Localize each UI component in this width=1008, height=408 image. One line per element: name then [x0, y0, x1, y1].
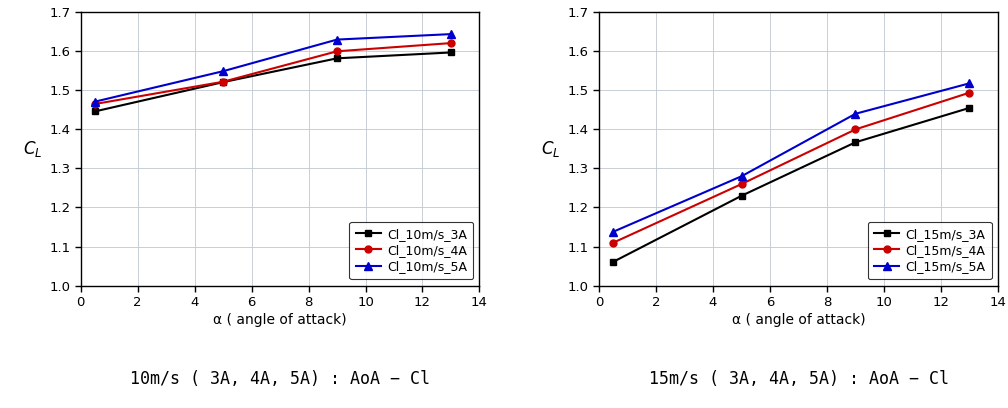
Cl_10m/s_4A — [331, 49, 343, 54]
Line: Cl_10m/s_5A: Cl_10m/s_5A — [91, 30, 456, 106]
Cl_10m/s_5A — [331, 37, 343, 42]
Cl_10m/s_4A — [89, 102, 101, 106]
Line: Cl_10m/s_4A: Cl_10m/s_4A — [92, 40, 455, 107]
Y-axis label: $C_L$: $C_L$ — [541, 139, 560, 159]
Cl_10m/s_4A — [445, 41, 457, 46]
Cl_15m/s_5A — [736, 174, 748, 179]
Cl_15m/s_3A — [607, 259, 619, 264]
Legend: Cl_10m/s_3A, Cl_10m/s_4A, Cl_10m/s_5A: Cl_10m/s_3A, Cl_10m/s_4A, Cl_10m/s_5A — [350, 222, 473, 279]
Text: 10m/s ( 3A, 4A, 5A) : AoA − Cl: 10m/s ( 3A, 4A, 5A) : AoA − Cl — [130, 370, 430, 388]
Cl_10m/s_3A — [445, 50, 457, 55]
Cl_10m/s_4A — [217, 79, 229, 84]
Line: Cl_10m/s_3A: Cl_10m/s_3A — [92, 49, 455, 115]
Line: Cl_15m/s_3A: Cl_15m/s_3A — [610, 104, 973, 265]
Cl_15m/s_4A — [607, 240, 619, 245]
Cl_10m/s_3A — [331, 56, 343, 61]
Legend: Cl_15m/s_3A, Cl_15m/s_4A, Cl_15m/s_5A: Cl_15m/s_3A, Cl_15m/s_4A, Cl_15m/s_5A — [868, 222, 992, 279]
Cl_10m/s_5A — [445, 32, 457, 37]
Cl_15m/s_3A — [736, 193, 748, 198]
Cl_10m/s_5A — [89, 99, 101, 104]
X-axis label: α ( angle of attack): α ( angle of attack) — [732, 313, 865, 327]
Cl_15m/s_4A — [850, 127, 862, 132]
Cl_15m/s_3A — [850, 140, 862, 145]
Line: Cl_15m/s_5A: Cl_15m/s_5A — [609, 79, 974, 236]
X-axis label: α ( angle of attack): α ( angle of attack) — [214, 313, 347, 327]
Text: 15m/s ( 3A, 4A, 5A) : AoA − Cl: 15m/s ( 3A, 4A, 5A) : AoA − Cl — [648, 370, 949, 388]
Cl_15m/s_4A — [964, 90, 976, 95]
Line: Cl_15m/s_4A: Cl_15m/s_4A — [610, 89, 973, 246]
Cl_10m/s_3A — [217, 80, 229, 84]
Cl_10m/s_5A — [217, 69, 229, 74]
Cl_15m/s_5A — [964, 81, 976, 86]
Cl_10m/s_3A — [89, 109, 101, 114]
Cl_15m/s_3A — [964, 105, 976, 110]
Y-axis label: $C_L$: $C_L$ — [23, 139, 42, 159]
Cl_15m/s_5A — [607, 229, 619, 234]
Cl_15m/s_4A — [736, 182, 748, 186]
Cl_15m/s_5A — [850, 111, 862, 116]
